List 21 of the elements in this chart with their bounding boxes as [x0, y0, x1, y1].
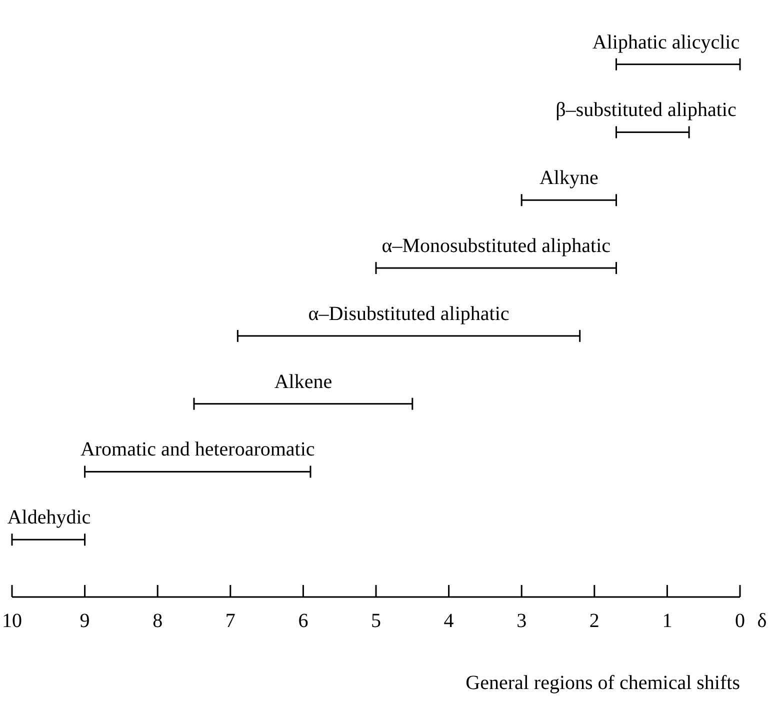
x-tick-label: 7	[225, 610, 236, 632]
x-tick-label: 5	[371, 610, 381, 632]
x-tick-label: 10	[2, 610, 22, 632]
y-tick-label: Aromatic and heteroaromatic	[80, 438, 315, 461]
x-tick-label: 1	[662, 610, 672, 632]
y-tick-label: Alkyne	[539, 167, 598, 190]
x-tick-label: 6	[298, 610, 308, 632]
x-tick-label: 2	[589, 610, 600, 632]
x-axis-title: General regions of chemical shifts	[466, 672, 740, 694]
y-tick-label: Alkene	[274, 370, 332, 393]
y-tick-label: β–substituted aliphatic	[556, 99, 736, 122]
x-tick-label: 9	[80, 610, 90, 632]
x-tick-label: 4	[444, 610, 454, 632]
y-tick-label: Aliphatic alicyclic	[592, 31, 740, 54]
y-tick-label: Aldehydic	[7, 506, 91, 529]
y-tick-label: α–Monosubstituted aliphatic	[382, 235, 611, 258]
y-tick-label: α–Disubstituted aliphatic	[308, 302, 510, 325]
x-tick-label: 3	[516, 610, 527, 632]
x-tick-label: 8	[152, 610, 163, 632]
text: δ	[757, 610, 767, 632]
x-tick-label: 0	[735, 610, 745, 632]
